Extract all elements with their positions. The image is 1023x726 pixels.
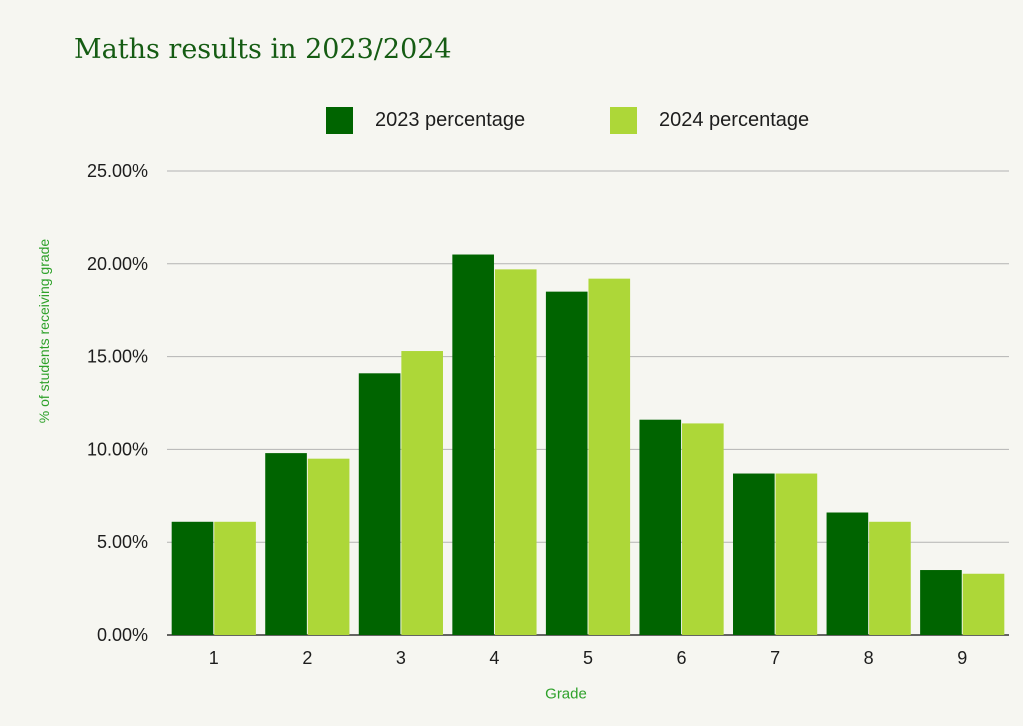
x-tick-label: 6 (677, 648, 687, 668)
y-tick-label: 25.00% (87, 161, 148, 181)
x-tick-label: 8 (864, 648, 874, 668)
legend-swatch-2024 (610, 106, 637, 134)
y-tick-label: 10.00% (87, 439, 148, 459)
bar-2023-grade-1 (171, 521, 214, 635)
legend-swatch-2023 (326, 106, 353, 134)
legend-item-2024: 2024 percentage (610, 104, 809, 136)
chart-legend: 2023 percentage 2024 percentage (0, 104, 1023, 136)
bar-2024-grade-4 (494, 269, 537, 635)
bar-2024-grade-2 (307, 458, 350, 635)
y-tick-label: 5.00% (97, 532, 148, 552)
bar-2023-grade-6 (639, 419, 682, 635)
chart-title: Maths results in 2023/2024 (74, 34, 452, 65)
y-tick-label: 20.00% (87, 254, 148, 274)
bar-2023-grade-7 (733, 473, 775, 635)
x-tick-label: 3 (396, 648, 406, 668)
bar-2024-grade-8 (869, 521, 911, 635)
bar-2024-grade-1 (214, 521, 256, 635)
bar-2023-grade-8 (826, 512, 869, 635)
bar-2023-grade-9 (920, 570, 962, 635)
y-tick-label: 0.00% (97, 625, 148, 645)
bar-2024-grade-5 (588, 278, 631, 635)
legend-label-2024: 2024 percentage (659, 108, 810, 131)
x-axis-title: Grade (545, 685, 587, 703)
x-tick-label: 9 (957, 648, 967, 668)
x-tick-label: 2 (302, 648, 312, 668)
x-tick-label: 7 (770, 648, 780, 668)
bar-2023-grade-2 (265, 453, 307, 635)
bar-2023-grade-4 (452, 254, 494, 635)
bar-2024-grade-3 (401, 351, 443, 635)
bar-2024-grade-7 (775, 473, 818, 635)
bar-2024-grade-6 (682, 423, 724, 635)
legend-label-2023: 2023 percentage (375, 108, 526, 131)
bar-2023-grade-3 (358, 373, 401, 635)
bar-2023-grade-5 (545, 291, 588, 635)
x-tick-label: 1 (209, 648, 219, 668)
x-tick-label: 5 (583, 648, 593, 668)
y-tick-label: 15.00% (87, 347, 148, 367)
bar-2024-grade-9 (962, 573, 1005, 635)
legend-item-2023: 2023 percentage (326, 104, 525, 136)
x-tick-label: 4 (489, 648, 499, 668)
